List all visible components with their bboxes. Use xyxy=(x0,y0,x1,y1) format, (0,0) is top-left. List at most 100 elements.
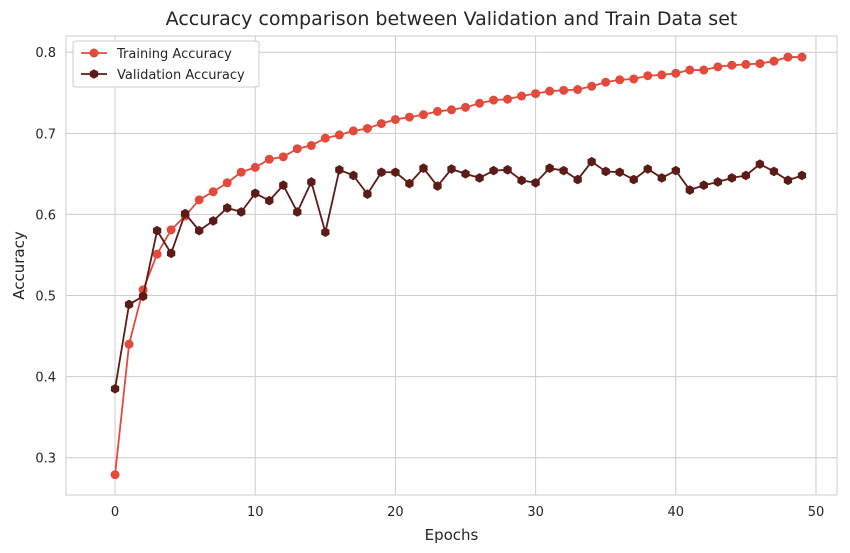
data-point xyxy=(237,207,246,217)
data-point xyxy=(166,248,176,259)
data-point xyxy=(643,164,652,174)
data-point xyxy=(208,187,218,197)
data-point xyxy=(559,85,569,95)
data-point xyxy=(713,62,723,72)
data-point xyxy=(433,181,442,191)
y-axis-label: Accuracy xyxy=(10,231,28,300)
data-point xyxy=(363,189,372,199)
y-tick-label: 0.3 xyxy=(35,452,56,467)
data-point xyxy=(194,195,204,205)
data-point xyxy=(783,175,793,186)
data-point xyxy=(166,225,176,235)
x-tick-label: 20 xyxy=(387,505,404,520)
data-point xyxy=(264,154,274,164)
x-axis-label: Epochs xyxy=(425,526,479,544)
data-point xyxy=(307,177,316,187)
data-point xyxy=(699,180,708,191)
legend-marker xyxy=(89,69,99,79)
y-tick-label: 0.6 xyxy=(35,208,56,223)
data-point xyxy=(475,98,485,108)
data-point xyxy=(629,74,639,84)
data-point xyxy=(377,167,386,178)
x-tick-label: 30 xyxy=(527,505,544,520)
data-point xyxy=(181,208,190,219)
data-point xyxy=(390,115,400,125)
data-point xyxy=(321,227,330,238)
y-tick-label: 0.5 xyxy=(35,290,56,305)
data-point xyxy=(741,59,751,69)
data-point xyxy=(251,188,260,199)
data-point xyxy=(643,71,653,81)
data-point xyxy=(223,203,232,213)
tick-labels: 0 10 20 30 40 50 0.3 0.4 0.5 0.6 0.7 0.8 xyxy=(35,46,824,520)
data-point xyxy=(293,207,302,217)
grid xyxy=(66,36,837,495)
x-tick-label: 50 xyxy=(808,505,825,520)
data-point xyxy=(349,170,358,181)
data-point xyxy=(404,112,414,122)
legend-box xyxy=(72,40,260,88)
data-point xyxy=(797,170,807,181)
data-point xyxy=(461,169,470,179)
x-tick-label: 40 xyxy=(668,505,685,520)
series-training-accuracy xyxy=(110,52,807,480)
data-point xyxy=(447,164,456,174)
data-point xyxy=(489,165,498,176)
legend-label: Training Accuracy xyxy=(116,47,232,62)
data-point xyxy=(671,68,681,78)
data-point xyxy=(685,65,695,75)
data-point xyxy=(292,144,302,154)
data-point xyxy=(657,173,666,183)
data-point xyxy=(517,91,527,101)
data-point xyxy=(419,163,428,173)
data-point xyxy=(418,110,428,120)
data-point xyxy=(222,178,232,188)
data-point xyxy=(447,105,456,115)
plot-area xyxy=(65,35,838,496)
data-point xyxy=(755,59,765,69)
data-point xyxy=(657,70,667,80)
data-point xyxy=(545,163,554,173)
data-point xyxy=(503,165,512,175)
legend-label: Validation Accuracy xyxy=(117,68,245,83)
data-point xyxy=(279,180,288,191)
legend: Training Accuracy Validation Accuracy xyxy=(72,40,260,88)
data-point xyxy=(334,130,344,140)
data-point xyxy=(783,52,793,62)
data-point xyxy=(124,339,134,349)
data-point xyxy=(573,85,583,95)
data-point xyxy=(489,95,499,105)
data-point xyxy=(391,167,400,178)
data-point xyxy=(727,60,737,70)
data-point xyxy=(769,56,779,66)
data-point xyxy=(573,174,582,185)
data-point xyxy=(138,291,148,302)
series-group xyxy=(110,52,807,480)
y-tick-label: 0.7 xyxy=(35,127,56,142)
x-tick-label: 10 xyxy=(247,505,264,520)
data-point xyxy=(741,170,751,181)
data-point xyxy=(124,299,134,310)
series-line xyxy=(114,56,802,475)
data-point xyxy=(559,165,568,176)
data-point xyxy=(250,162,260,172)
data-point xyxy=(587,81,597,91)
data-point xyxy=(615,167,624,178)
data-point xyxy=(545,86,555,96)
data-point xyxy=(531,177,540,188)
data-point xyxy=(376,119,386,129)
data-point xyxy=(629,174,638,185)
data-point xyxy=(265,195,274,206)
data-point xyxy=(769,166,779,177)
data-point xyxy=(152,249,162,259)
y-tick-label: 0.4 xyxy=(35,371,56,386)
data-point xyxy=(531,89,541,99)
data-point xyxy=(503,94,513,104)
data-point xyxy=(348,126,358,136)
data-point xyxy=(195,225,204,236)
data-point xyxy=(110,383,120,394)
series-line xyxy=(114,160,803,389)
data-point xyxy=(475,173,484,183)
data-point xyxy=(362,123,372,133)
